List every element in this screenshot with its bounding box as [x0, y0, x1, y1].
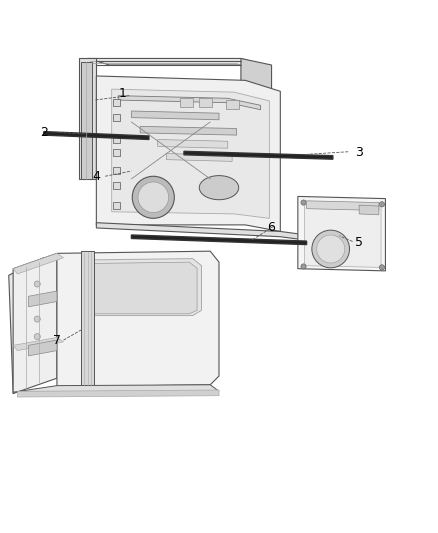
Polygon shape — [28, 340, 57, 356]
Polygon shape — [131, 111, 219, 120]
Polygon shape — [241, 59, 272, 185]
Polygon shape — [13, 385, 219, 392]
Polygon shape — [18, 390, 219, 397]
Polygon shape — [13, 253, 57, 393]
Ellipse shape — [199, 175, 239, 200]
Bar — [113, 136, 120, 143]
Text: 1: 1 — [119, 87, 127, 100]
Polygon shape — [94, 262, 197, 314]
Circle shape — [132, 176, 174, 219]
Circle shape — [34, 334, 40, 340]
Polygon shape — [79, 59, 96, 179]
Text: 4: 4 — [92, 170, 100, 183]
Polygon shape — [88, 259, 201, 316]
Polygon shape — [13, 337, 64, 351]
Polygon shape — [57, 251, 219, 387]
Circle shape — [317, 235, 345, 263]
Bar — [180, 98, 193, 107]
Bar — [113, 99, 120, 106]
Polygon shape — [96, 76, 280, 231]
Polygon shape — [304, 201, 381, 268]
Polygon shape — [140, 126, 237, 135]
Polygon shape — [88, 59, 263, 65]
Polygon shape — [13, 253, 64, 274]
Bar — [113, 182, 120, 189]
Polygon shape — [81, 61, 92, 179]
Polygon shape — [96, 223, 307, 240]
Polygon shape — [81, 251, 94, 387]
Circle shape — [34, 281, 40, 287]
Bar — [113, 167, 120, 174]
Circle shape — [34, 316, 40, 322]
Polygon shape — [44, 132, 149, 140]
Polygon shape — [131, 235, 307, 245]
Bar — [226, 100, 239, 109]
Polygon shape — [9, 258, 44, 393]
Polygon shape — [158, 140, 228, 148]
Circle shape — [379, 265, 385, 270]
Circle shape — [301, 200, 306, 205]
Bar — [199, 98, 212, 107]
Bar — [113, 201, 120, 209]
Circle shape — [312, 230, 350, 268]
Text: 7: 7 — [53, 335, 61, 348]
Polygon shape — [307, 201, 379, 211]
Polygon shape — [359, 205, 379, 215]
Polygon shape — [28, 291, 57, 307]
Text: 3: 3 — [355, 146, 363, 159]
Polygon shape — [118, 96, 261, 110]
Circle shape — [34, 298, 40, 304]
Bar — [113, 114, 120, 121]
Text: 6: 6 — [268, 221, 276, 233]
Text: 2: 2 — [40, 126, 48, 140]
Polygon shape — [166, 154, 232, 161]
Polygon shape — [184, 151, 333, 159]
Text: 5: 5 — [355, 236, 363, 249]
Circle shape — [138, 182, 169, 213]
Bar — [113, 149, 120, 156]
Circle shape — [379, 201, 385, 207]
Polygon shape — [298, 197, 385, 271]
Circle shape — [301, 264, 306, 269]
Polygon shape — [112, 89, 269, 219]
